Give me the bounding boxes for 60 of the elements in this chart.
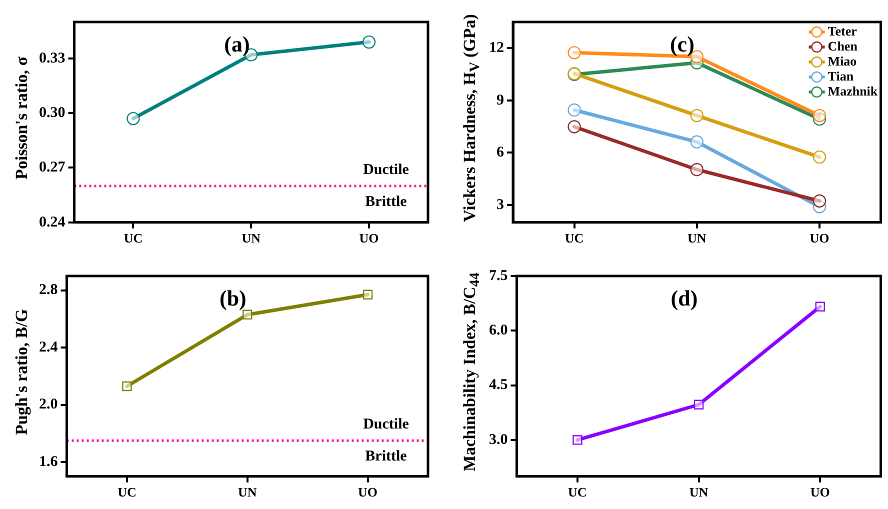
x-tick-label: UC: [118, 484, 136, 500]
y-tick-label: 3.0: [489, 432, 508, 448]
point: [572, 435, 582, 445]
annotation: Brittle: [365, 194, 408, 210]
point: [362, 290, 373, 300]
point: [815, 302, 825, 312]
y-tick-label: 6: [496, 144, 504, 161]
annotation: Ductile: [363, 162, 410, 178]
y-axis-title: Poisson's ratio, σ: [12, 56, 32, 180]
y-tick-label: 3: [496, 196, 504, 213]
y-tick-label: 0.33: [39, 50, 66, 66]
x-tick-label: UO: [359, 230, 379, 246]
y-tick-label: 12: [489, 40, 504, 56]
legend-label: Chen: [828, 38, 858, 54]
annotation: Ductile: [363, 416, 410, 432]
y-tick-label: 9: [496, 92, 504, 108]
y-tick-label: 2.8: [39, 282, 58, 298]
y-tick-label: 4.5: [489, 377, 508, 394]
x-tick-label: UN: [689, 484, 709, 500]
x-tick-label: UC: [124, 230, 143, 246]
point: [242, 310, 252, 320]
point: [568, 103, 581, 117]
point: [690, 135, 704, 148]
legend-label: Mazhnik: [828, 83, 878, 98]
annotation: (a): [224, 32, 250, 57]
point: [812, 150, 826, 164]
point: [812, 194, 826, 208]
legend-label: Teter: [828, 23, 858, 38]
point: [362, 35, 376, 49]
x-tick-label: UN: [238, 484, 258, 500]
y-tick-label: 0.30: [39, 104, 66, 121]
y-axis-title: Pugh's ratio, B/G: [12, 308, 32, 436]
point: [690, 163, 704, 176]
point: [812, 108, 826, 122]
x-tick-label: UO: [810, 484, 830, 500]
point: [126, 112, 140, 126]
x-tick-label: UN: [242, 230, 262, 246]
legend-label: Tian: [828, 68, 854, 84]
y-tick-label: 6.0: [489, 322, 508, 339]
annotation: (c): [670, 32, 694, 57]
point: [122, 381, 132, 392]
y-tick-label: 0.27: [39, 160, 66, 176]
annotation: (d): [670, 286, 698, 311]
x-tick-label: UO: [810, 230, 830, 246]
annotation: Brittle: [365, 448, 408, 464]
x-tick-label: UC: [568, 484, 587, 500]
point: [690, 108, 704, 122]
point: [568, 46, 581, 60]
annotation: (b): [219, 286, 246, 311]
point: [568, 120, 581, 134]
y-tick-label: 2.4: [39, 339, 58, 356]
x-tick-label: UO: [358, 484, 378, 500]
legend-label: Miao: [828, 53, 857, 68]
y-tick-label: 7.5: [489, 268, 508, 284]
x-tick-label: UN: [688, 230, 707, 246]
y-tick-label: 2.0: [39, 396, 58, 413]
y-tick-label: 1.6: [39, 454, 58, 470]
point: [694, 400, 704, 410]
x-tick-label: UC: [564, 230, 584, 246]
y-tick-label: 0.24: [39, 214, 66, 230]
